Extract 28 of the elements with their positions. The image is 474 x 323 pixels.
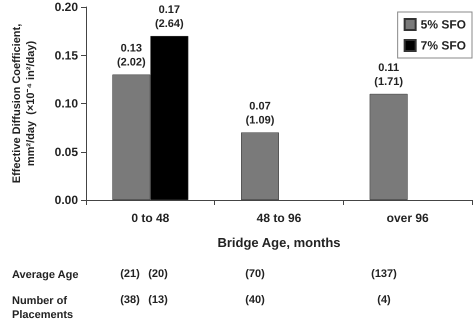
bar bbox=[241, 132, 279, 200]
text: (20) bbox=[148, 268, 168, 280]
y-tick-label: 0.10 bbox=[54, 96, 78, 110]
text: (137) bbox=[371, 268, 398, 280]
text: Average Age bbox=[12, 269, 78, 281]
text: (38) bbox=[120, 294, 140, 306]
x-tick-label: 0 to 48 bbox=[131, 211, 170, 225]
y-tick-label: 0.20 bbox=[54, 0, 78, 14]
text: (21) bbox=[120, 268, 140, 280]
data-label: 0.07 (1.09) bbox=[246, 100, 275, 126]
legend-label: 7% SFO bbox=[420, 38, 466, 52]
data-label: 0.17 (2.64) bbox=[154, 4, 184, 30]
text: (13) bbox=[148, 294, 168, 306]
data-label: 0.13 (2.02) bbox=[116, 42, 146, 69]
text: Number of Placements bbox=[12, 295, 74, 321]
legend-label: 5% SFO bbox=[420, 18, 466, 32]
y-tick-label: 0.15 bbox=[54, 48, 78, 62]
y-tick-label: 0.05 bbox=[54, 144, 78, 159]
text: (40) bbox=[245, 294, 266, 306]
x-tick-label: over 96 bbox=[386, 211, 430, 225]
text: (70) bbox=[245, 268, 266, 280]
text: (4) bbox=[377, 294, 392, 306]
x-axis-title: Bridge Age, months bbox=[217, 235, 341, 250]
bar bbox=[370, 94, 408, 200]
y-tick-label: 0.00 bbox=[54, 193, 78, 207]
y-axis-title: Effective Diffusion Coefficient, mm²/day (×10⁻⁴ in²/day) bbox=[11, 24, 37, 184]
data-label: 0.11 (1.71) bbox=[374, 62, 404, 88]
x-tick-label: 48 to 96 bbox=[256, 211, 302, 225]
